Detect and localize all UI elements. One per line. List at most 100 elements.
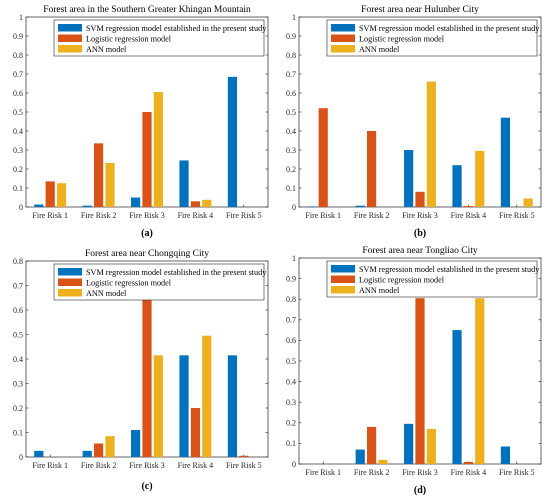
chart-title: Forest area near Tongliao City: [362, 246, 477, 256]
bar-ann: [153, 355, 163, 457]
bar-logistic: [142, 112, 152, 207]
y-tick-label: 0.1: [286, 439, 296, 448]
y-tick-label: 0: [19, 453, 23, 462]
chart-panel: Forest area near Chongqing City 0 0.1 0.2 0.…: [13, 249, 269, 492]
x-tick-label: Fire Risk 1: [32, 211, 68, 220]
y-tick-label: 0.3: [286, 398, 296, 407]
bar-ann: [105, 162, 115, 207]
bar-logistic: [463, 206, 473, 207]
bar-svm: [227, 355, 238, 457]
y-tick-label: 0.4: [286, 377, 296, 386]
y-tick-label: 0.2: [13, 165, 23, 174]
bar-logistic: [463, 461, 473, 464]
y-tick-label: 0.9: [286, 32, 296, 41]
y-tick-label: 0: [292, 203, 296, 212]
x-tick-label: Fire Risk 1: [305, 211, 341, 220]
y-tick-label: 0.5: [13, 108, 23, 117]
y-tick-label: 0: [292, 460, 296, 469]
bar-svm: [500, 446, 511, 464]
chart-panel: Forest area near Hulunber City 0 0.1 0.2 0.3…: [286, 5, 542, 239]
bar-logistic: [94, 143, 104, 207]
bar-ann: [202, 335, 212, 457]
y-tick-label: 0.8: [13, 51, 23, 60]
y-tick-label: 0.3: [13, 146, 23, 155]
bar-svm: [355, 449, 365, 464]
bar-logistic: [415, 298, 425, 464]
legend-swatch: [58, 34, 82, 42]
x-tick-label: Fire Risk 5: [226, 461, 262, 470]
bar-svm: [227, 76, 238, 207]
chart-panel: Forest area in the Southern Greater Khin…: [13, 5, 269, 239]
y-tick-label: 1: [19, 13, 23, 22]
bar-svm: [131, 430, 141, 457]
bar-logistic: [239, 455, 249, 457]
bar-logistic: [367, 426, 377, 464]
legend-box: [53, 19, 265, 57]
legend-swatch: [58, 45, 82, 53]
bar-svm: [307, 206, 317, 207]
y-tick-label: 0.5: [286, 357, 296, 366]
legend-swatch: [331, 275, 355, 283]
y-tick-label: 0.7: [13, 281, 23, 290]
bar-logistic: [142, 297, 152, 457]
legend-swatch: [58, 268, 82, 276]
x-tick-label: Fire Risk 5: [499, 211, 535, 220]
bar-logistic: [190, 408, 200, 457]
legend-swatch: [58, 289, 82, 297]
chart-title: Forest area in the Southern Greater Khin…: [43, 5, 251, 15]
y-tick-label: 0.8: [13, 257, 23, 266]
bar-ann: [105, 436, 115, 457]
x-tick-label: Fire Risk 3: [129, 211, 165, 220]
y-tick-label: 0.7: [286, 316, 296, 325]
y-tick-label: 0.2: [13, 404, 23, 413]
bar-svm: [355, 205, 365, 207]
bar-logistic: [190, 201, 200, 207]
bar-svm: [34, 204, 44, 207]
legend-swatch: [331, 45, 355, 53]
legend-swatch: [58, 278, 82, 286]
y-tick-label: 0.6: [286, 336, 296, 345]
bar-ann: [378, 459, 388, 464]
bar-ann: [202, 199, 212, 207]
bar-svm: [82, 450, 92, 457]
legend-label: SVM regression model established in the …: [359, 265, 540, 274]
y-tick-label: 0.1: [286, 184, 296, 193]
x-tick-label: Fire Risk 4: [451, 468, 487, 477]
legend-label: Logistic regression model: [359, 35, 445, 44]
y-tick-label: 0: [19, 203, 23, 212]
legend-swatch: [331, 286, 355, 294]
x-tick-label: Fire Risk 4: [451, 211, 487, 220]
legend-label: SVM regression model established in the …: [359, 24, 540, 33]
x-tick-label: Fire Risk 3: [402, 468, 438, 477]
legend-label: ANN model: [359, 45, 400, 54]
bar-ann: [56, 183, 67, 207]
legend-swatch: [58, 24, 82, 32]
bar-ann: [475, 298, 485, 464]
panel-caption: (c): [141, 481, 152, 492]
bar-svm: [452, 330, 462, 464]
chart-title: Forest area near Chongqing City: [85, 249, 209, 259]
y-tick-label: 0.5: [13, 330, 23, 339]
bar-svm: [179, 355, 189, 457]
legend-label: ANN model: [359, 286, 400, 295]
panel-caption: (a): [141, 228, 153, 239]
bar-svm: [452, 165, 462, 207]
x-tick-label: Fire Risk 1: [32, 461, 68, 470]
bar-svm: [404, 150, 414, 207]
bar-ann: [426, 428, 436, 464]
legend-swatch: [331, 24, 355, 32]
y-tick-label: 0.3: [286, 146, 296, 155]
y-tick-label: 0.2: [286, 419, 296, 428]
y-tick-label: 0.8: [286, 295, 296, 304]
legend-box: [326, 260, 538, 298]
y-tick-label: 0.7: [13, 70, 23, 79]
x-tick-label: Fire Risk 5: [499, 468, 535, 477]
x-tick-label: Fire Risk 3: [402, 211, 438, 220]
x-tick-label: Fire Risk 2: [354, 468, 390, 477]
bar-svm: [82, 205, 92, 207]
y-tick-label: 0.4: [13, 127, 23, 136]
y-tick-label: 0.7: [286, 70, 296, 79]
y-tick-label: 0.9: [13, 32, 23, 41]
y-tick-label: 0.1: [13, 184, 23, 193]
